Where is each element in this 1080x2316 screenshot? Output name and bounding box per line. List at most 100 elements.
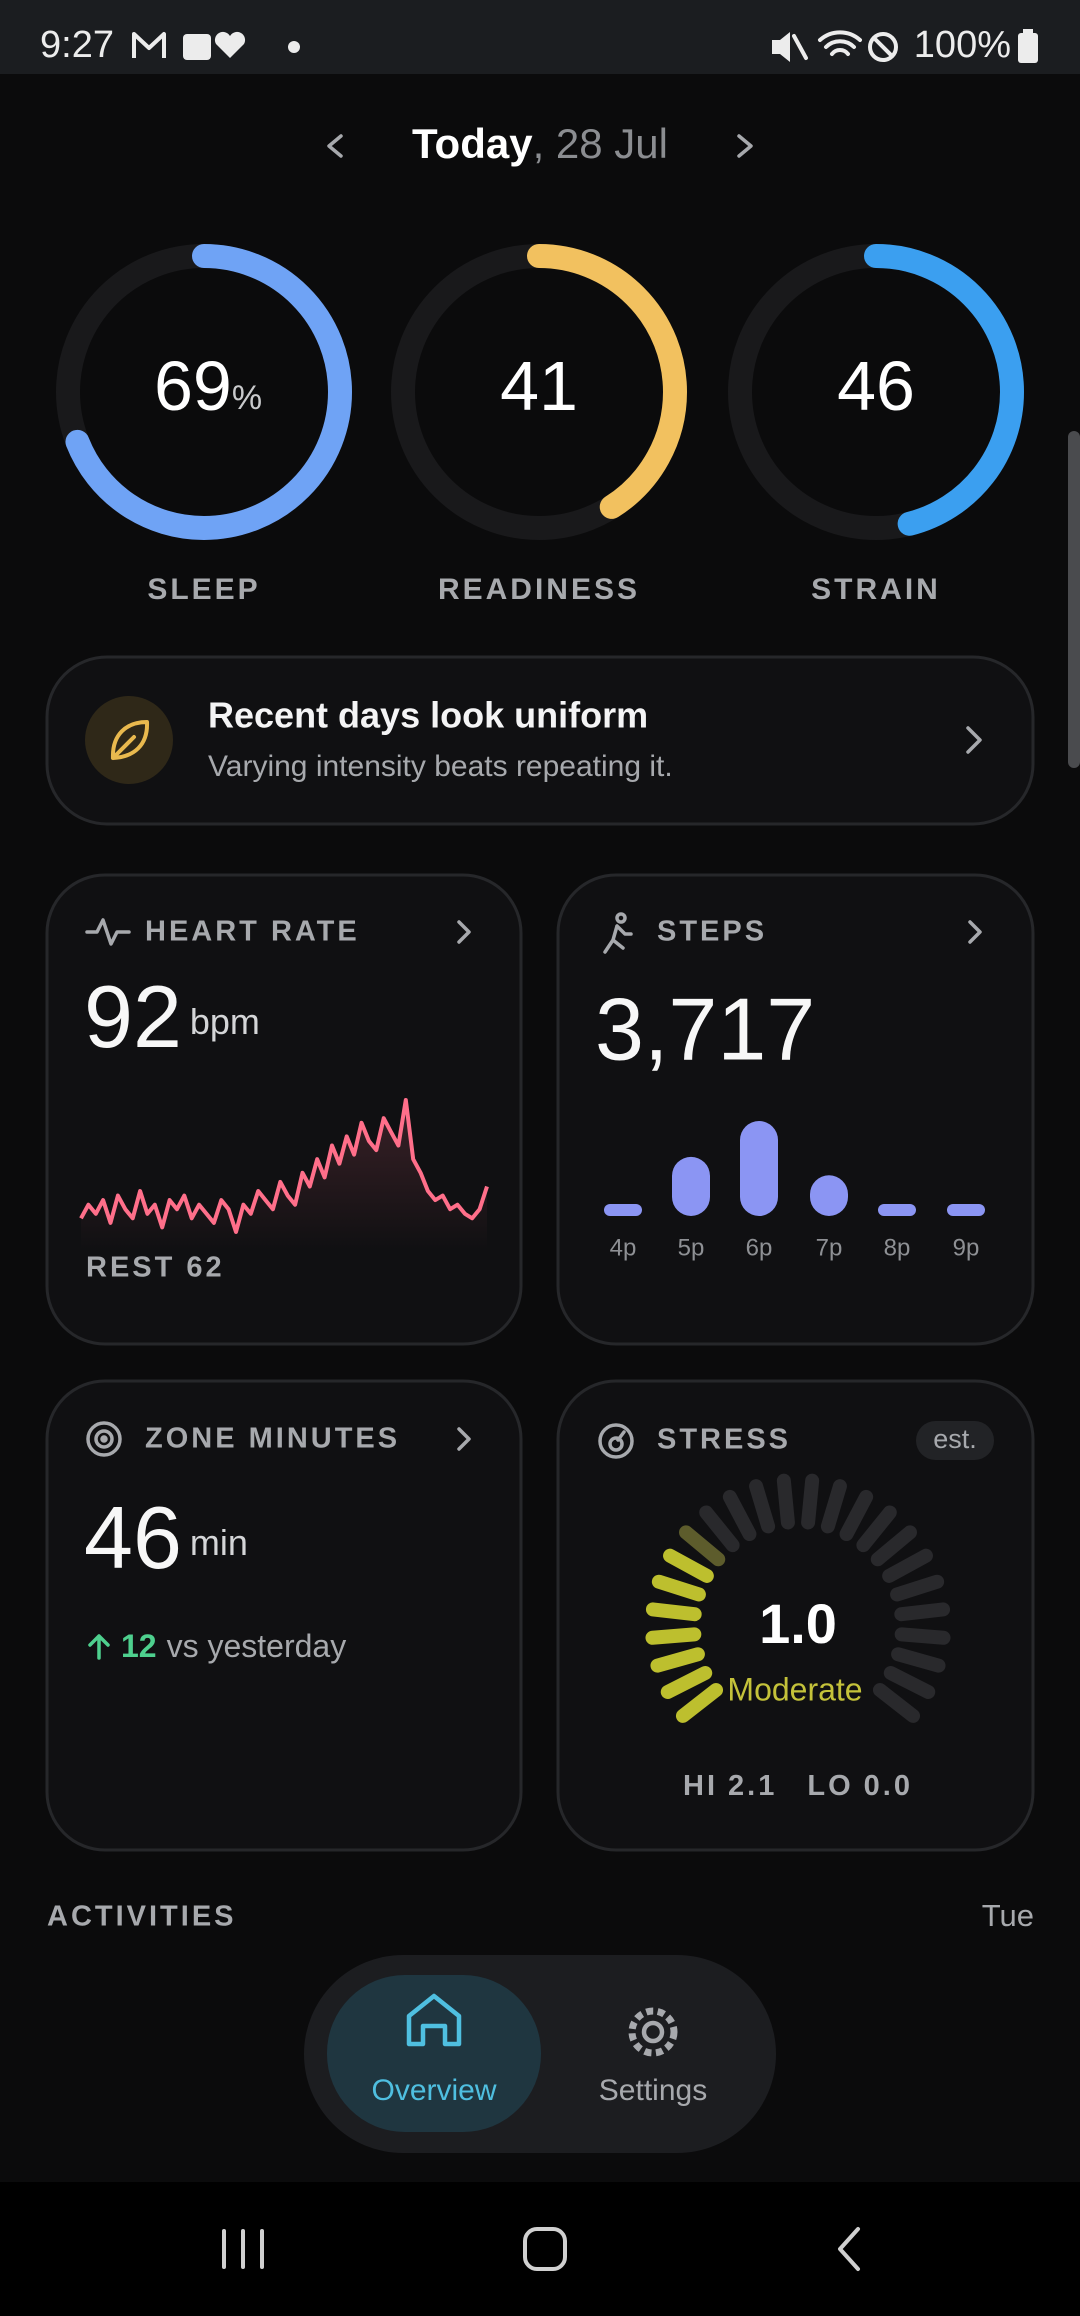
gear-hub [641,2020,665,2044]
system-nav [0,2182,1080,2316]
pulse-icon [85,918,131,946]
nav-overview[interactable]: Overview [327,1975,541,2132]
nav-label: Overview [371,2074,496,2107]
target-icon [86,1421,122,1457]
gauge-segment [651,1574,706,1602]
hour-label: 9p [953,1234,980,1261]
sparkline-area [81,1100,487,1250]
gear-icon [628,2007,678,2057]
step-bar [878,1204,916,1216]
back[interactable] [838,2227,860,2271]
card-title: ZONE MINUTES [145,1423,400,1455]
gauge-segment [894,1627,951,1645]
unit: % [232,379,262,417]
badge-bg [916,1421,994,1460]
zone-minutes-card[interactable]: ZONE MINUTES 46 min 12 vs yesterday [45,1379,523,1852]
hour-label: 8p [884,1234,911,1261]
card-bg [556,873,1035,1346]
gauge-segment [801,1473,820,1530]
ring-arc [56,244,352,540]
chevron [457,1427,471,1451]
nav-label: Settings [599,2074,707,2107]
steps-card[interactable]: STEPS 3,717 4p 5p 6p 7p 8p 9p [556,873,1035,1346]
rest-label: REST 62 [86,1252,225,1284]
hour-label: 7p [816,1234,843,1261]
status-icons-right [772,29,1038,63]
section-day: Tue [982,1898,1034,1933]
ring-label: SLEEP [147,573,260,606]
prev-day[interactable] [327,134,343,158]
step-bar [740,1121,778,1216]
chevron [457,920,471,944]
value: 46 [837,347,915,425]
gauge-segment [872,1683,921,1723]
home-icon [406,1993,462,2047]
gauge-segment [699,1505,740,1553]
gauge-segment [870,1525,917,1567]
insight-card-bg [45,655,1035,826]
score-rings: 69% SLEEP 41 READINESS 46 STRAIN [56,244,1024,606]
gauge-segment [645,1602,702,1622]
zone-delta: 12 vs yesterday [121,1628,346,1664]
leaf-icon [110,720,150,760]
insight-card[interactable]: Recent days look uniform Varying intensi… [45,655,1035,826]
hi-label: HI [683,1770,718,1802]
delta-text: vs yesterday [167,1628,347,1664]
step-bar [604,1204,642,1216]
hi-value: 2.1 [728,1770,777,1802]
nav-active-bg [327,1975,541,2132]
status-bar [0,0,1080,74]
ring-arc [391,244,687,540]
walk-icon [603,912,633,954]
scrollbar [1068,431,1080,768]
nav-settings[interactable]: Settings [599,2007,707,2107]
value: 46 [84,1488,182,1587]
home[interactable] [523,2227,567,2271]
insight-title: Recent days look uniform [208,695,648,736]
gauge-segment [776,1473,795,1530]
step-bar [672,1156,710,1216]
card-bg [45,1379,523,1852]
stress-card[interactable]: STRESS est. 1.0 Moderate HI 2.1 LO 0.0 [556,1379,1035,1852]
ring-value: 41 [500,347,578,425]
stress-level: Moderate [727,1671,862,1707]
stress-range: HI 2.1 LO 0.0 [683,1770,913,1802]
value: 69 [154,347,232,425]
status-icons-left [132,31,300,60]
ring-arc [728,244,1024,540]
stress-icon [598,1423,634,1459]
system-nav-buttons [222,2227,860,2271]
gauge-segment [839,1489,874,1542]
hour-label: 4p [610,1234,637,1261]
ring-label: STRAIN [811,573,941,606]
gauge-segment [650,1647,705,1673]
recents[interactable] [222,2229,264,2269]
unit: bpm [190,1001,260,1042]
ring-value: 46 [837,347,915,425]
gauge-segment [722,1489,757,1542]
gauge-segment [820,1479,847,1534]
lo-label: LO [807,1770,853,1802]
chevron [966,726,982,754]
step-bar [947,1204,985,1216]
zone-minutes-value: 46 min [84,1488,248,1587]
sparkline [79,1098,489,1234]
chevron [968,920,982,944]
gauge-segment [749,1479,776,1534]
value: 92 [84,967,182,1066]
gauge-segment [894,1602,951,1622]
heart-rate-card[interactable]: HEART RATE 92 bpm REST 62 [45,873,523,1346]
delta: 12 [121,1628,157,1664]
gauge-segment [675,1683,724,1723]
gauge-segment [890,1574,945,1602]
gauge-segment [679,1525,726,1567]
gauge-segment [891,1647,946,1673]
gauge-segment [883,1666,936,1699]
next-day[interactable] [737,134,753,158]
status-time: 9:27 [40,24,114,66]
gauge-segment [660,1666,713,1699]
gauge-segment [882,1548,933,1583]
insight-subtitle: Varying intensity beats repeating it. [208,750,673,783]
date-header: Today, 28 Jul [412,120,668,167]
ring-label: READINESS [438,573,640,606]
